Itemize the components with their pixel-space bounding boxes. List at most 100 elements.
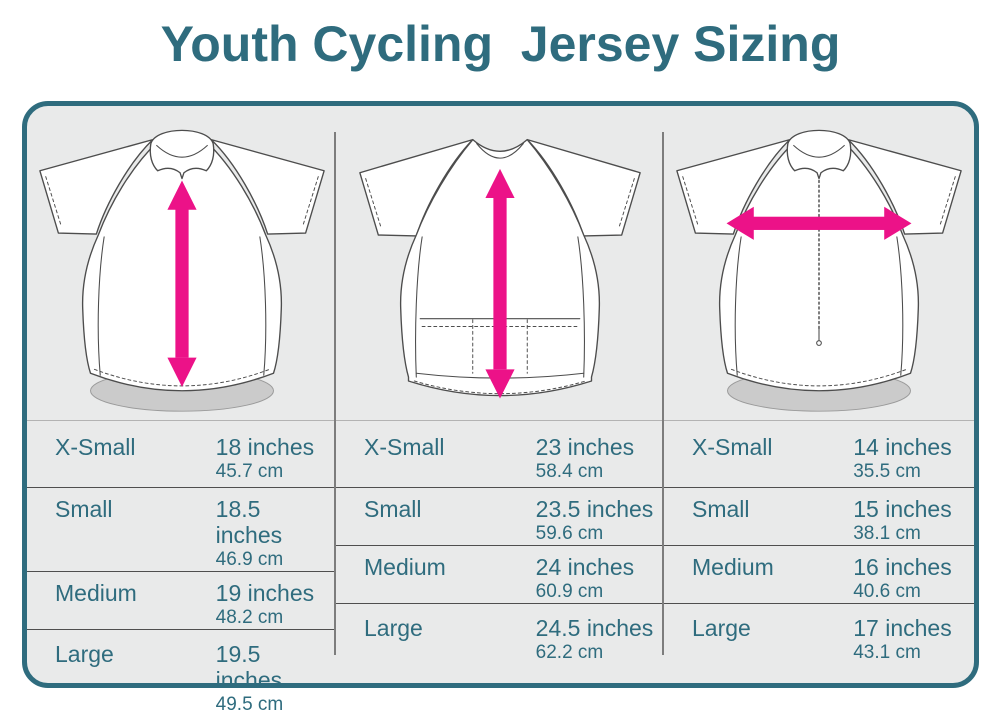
- measurement-value: 24 inches 60.9 cm: [536, 554, 660, 603]
- inches-value: 18 inches: [215, 434, 315, 460]
- left-cuff-seam: [682, 176, 699, 227]
- table-row: Small 15 inches 38.1 cm: [664, 487, 974, 545]
- right-side-panel: [258, 236, 266, 376]
- collar: [149, 129, 214, 180]
- left-sleeve: [676, 138, 791, 235]
- inches-value: 23.5 inches: [535, 496, 654, 522]
- size-label: Small: [55, 496, 113, 522]
- column-divider: [662, 132, 664, 655]
- size-label: Small: [692, 496, 750, 522]
- cm-value: 40.6 cm: [853, 581, 921, 602]
- sizing-chart-card: X-Small 18 inches 45.7 cm Small 18.5 inc…: [22, 101, 979, 715]
- measurement-value: 23.5 inches 59.6 cm: [536, 496, 660, 545]
- jersey-front-zip-diagram: [664, 106, 974, 420]
- size-label: Medium: [364, 554, 446, 580]
- size-label: Medium: [692, 554, 774, 580]
- left-sleeve: [38, 138, 153, 235]
- left-cuff-seam: [44, 176, 62, 227]
- right-cuff-seam: [618, 178, 635, 229]
- jersey-front-zip-illustration: [676, 129, 962, 412]
- cm-value: 48.2 cm: [215, 607, 284, 628]
- table-row: Medium 19 inches 48.2 cm: [27, 571, 336, 629]
- inches-value: 24 inches: [535, 554, 635, 580]
- size-label: X-Small: [364, 434, 445, 460]
- table-row: Medium 16 inches 40.6 cm: [664, 545, 974, 603]
- measurement-value: 19 inches 48.2 cm: [216, 580, 332, 629]
- hem-seam: [413, 380, 587, 395]
- jersey-back-illustration: [359, 138, 641, 399]
- inches-value: 19.5 inches: [215, 641, 283, 693]
- measurement-value: 24.5 inches 62.2 cm: [536, 615, 660, 664]
- page-title: Youth Cycling Jersey Sizing: [160, 16, 841, 72]
- hem-seam: [730, 368, 908, 387]
- cm-value: 38.1 cm: [853, 523, 921, 544]
- measurement-value: 15 inches 38.1 cm: [853, 496, 970, 545]
- chest-width-size-table: X-Small 14 inches 35.5 cm Small 15 inche…: [664, 420, 974, 670]
- collar-inner-seam: [155, 144, 208, 158]
- body: [718, 140, 920, 392]
- cm-value: 62.2 cm: [535, 642, 604, 663]
- chest-width-measure-arrow: [726, 206, 912, 240]
- inches-value: 16 inches: [853, 554, 952, 580]
- left-cuff-seam: [365, 178, 382, 229]
- left-side-panel: [97, 236, 105, 376]
- cm-value: 46.9 cm: [215, 549, 284, 570]
- table-row: Large 17 inches 43.1 cm: [664, 603, 974, 670]
- cm-value: 58.4 cm: [535, 461, 604, 482]
- size-label: Large: [364, 615, 423, 641]
- panel-front-length: X-Small 18 inches 45.7 cm Small 18.5 inc…: [27, 106, 336, 716]
- panel-chest-width: X-Small 14 inches 35.5 cm Small 15 inche…: [664, 106, 974, 716]
- panel-back-length: X-Small 23 inches 58.4 cm Small 23.5 inc…: [336, 106, 664, 716]
- table-row: X-Small 18 inches 45.7 cm: [27, 421, 336, 487]
- size-label: X-Small: [692, 434, 773, 460]
- cm-value: 60.9 cm: [535, 581, 604, 602]
- back-length-measure-arrow: [485, 168, 515, 399]
- size-label: X-Small: [55, 434, 136, 460]
- right-cuff-seam: [301, 176, 319, 227]
- right-sleeve: [847, 138, 962, 235]
- measurement-value: 18 inches 45.7 cm: [216, 434, 332, 483]
- cm-value: 43.1 cm: [853, 642, 921, 663]
- jersey-front-diagram: [27, 106, 336, 420]
- right-side-panel: [896, 236, 904, 376]
- right-sleeve: [210, 138, 325, 235]
- inches-value: 24.5 inches: [535, 615, 654, 641]
- measurement-value: 16 inches 40.6 cm: [853, 554, 970, 603]
- table-row: Small 23.5 inches 59.6 cm: [336, 487, 664, 545]
- inches-value: 14 inches: [853, 434, 952, 460]
- measurement-value: 23 inches 58.4 cm: [536, 434, 660, 483]
- table-row: Large 24.5 inches 62.2 cm: [336, 603, 664, 670]
- measurement-value: 19.5 inches 49.5 cm: [216, 641, 332, 716]
- collar: [786, 129, 852, 180]
- measurement-value: 18.5 inches 46.9 cm: [216, 496, 332, 571]
- left-side-panel: [734, 236, 742, 376]
- left-side-panel: [415, 236, 423, 378]
- table-row: X-Small 23 inches 58.4 cm: [336, 421, 664, 487]
- size-label: Medium: [55, 580, 137, 606]
- size-label: Small: [364, 496, 422, 522]
- table-row: Large 19.5 inches 49.5 cm: [27, 629, 336, 716]
- table-row: Small 18.5 inches 46.9 cm: [27, 487, 336, 571]
- inches-value: 17 inches: [853, 615, 952, 641]
- column-divider: [334, 132, 336, 655]
- inches-value: 18.5 inches: [215, 496, 283, 548]
- table-row: Medium 24 inches 60.9 cm: [336, 545, 664, 603]
- jersey-outline: [676, 129, 962, 412]
- cm-value: 59.6 cm: [535, 523, 604, 544]
- size-label: Large: [692, 615, 751, 641]
- measurement-value: 14 inches 35.5 cm: [853, 434, 970, 483]
- front-length-measure-arrow: [166, 180, 197, 387]
- cm-value: 49.5 cm: [215, 694, 284, 715]
- jersey-front-illustration: [38, 129, 325, 412]
- back-length-size-table: X-Small 23 inches 58.4 cm Small 23.5 inc…: [336, 420, 664, 670]
- cm-value: 35.5 cm: [853, 461, 921, 482]
- inches-value: 23 inches: [535, 434, 635, 460]
- inches-value: 19 inches: [215, 580, 315, 606]
- right-cuff-seam: [939, 176, 956, 227]
- jersey-back-diagram: [336, 106, 664, 420]
- zipper-pull-tab: [816, 340, 822, 346]
- size-label: Large: [55, 641, 114, 667]
- cm-value: 45.7 cm: [215, 461, 284, 482]
- table-row: X-Small 14 inches 35.5 cm: [664, 421, 974, 487]
- front-length-size-table: X-Small 18 inches 45.7 cm Small 18.5 inc…: [27, 420, 336, 716]
